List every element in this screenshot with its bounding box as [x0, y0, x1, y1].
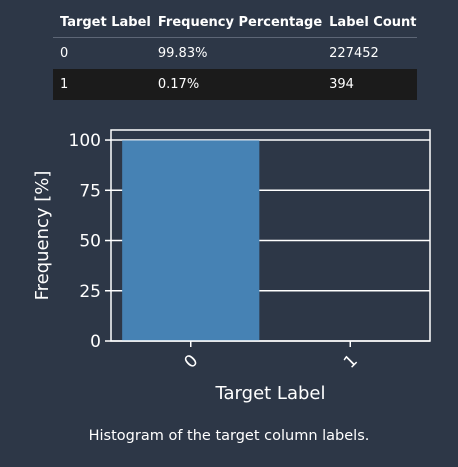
cell-label-count: 227452 [329, 46, 379, 61]
y-tick-label: 0 [90, 332, 101, 352]
table-row: 0 99.83% 227452 [53, 38, 417, 70]
y-tick-label: 25 [79, 282, 101, 302]
bar-0 [122, 140, 260, 341]
y-tick-label: 75 [79, 181, 101, 201]
x-tick-label: 1 [340, 351, 362, 373]
header-frequency-percentage: Frequency Percentage [150, 8, 323, 38]
cell-frequency-percentage: 99.83% [157, 46, 208, 61]
chart-caption: Histogram of the target column labels. [88, 428, 370, 444]
y-axis-label: Frequency [%] [32, 171, 53, 301]
table-row: 1 0.17% 394 [53, 69, 417, 100]
label-frequency-table: Target Label Frequency Percentage Label … [53, 8, 417, 100]
table-header-row: Target Label Frequency Percentage Label … [53, 8, 417, 38]
header-target-label: Target Label [53, 8, 151, 38]
y-tick-label: 50 [79, 232, 101, 252]
x-tick-label: 0 [181, 351, 203, 373]
x-axis-label: Target Label [215, 383, 326, 404]
plot-frame [110, 129, 431, 342]
y-tick-label: 100 [69, 131, 101, 151]
y-axis-ticks: 0 25 50 75 100 [69, 131, 111, 352]
cell-target-label: 1 [53, 69, 151, 100]
cell-label-count: 394 [322, 69, 417, 100]
bars [122, 140, 419, 341]
cell-frequency-percentage: 0.17% [150, 69, 323, 100]
header-label-count: Label Count [322, 8, 417, 38]
cell-target-label: 0 [60, 46, 69, 61]
